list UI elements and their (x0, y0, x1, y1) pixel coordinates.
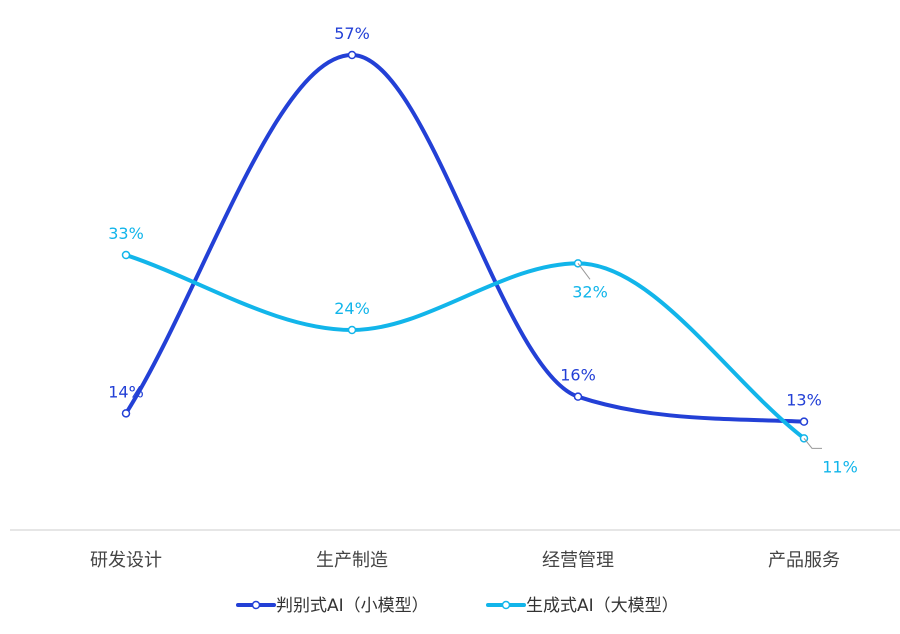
legend-label: 判别式AI（小模型） (276, 596, 429, 616)
data-label: 57% (334, 24, 370, 43)
series-1-point[interactable] (573, 392, 583, 401)
legend-swatch-marker (251, 600, 261, 610)
series-1-point[interactable] (121, 409, 131, 418)
series-line-1 (124, 52, 806, 424)
legend-item-2[interactable]: 生成式AI（大模型） (486, 596, 679, 616)
x-tick-label: 产品服务 (768, 550, 840, 571)
x-tick-label: 经营管理 (542, 550, 614, 571)
x-tick-label: 生产制造 (316, 550, 388, 571)
label-leader-line (803, 438, 822, 449)
series-layer (124, 52, 806, 441)
legend-item-1[interactable]: 判别式AI（小模型） (236, 596, 429, 616)
legend-label: 生成式AI（大模型） (526, 596, 679, 616)
marker-layer (121, 50, 809, 443)
label-leader-line (577, 263, 591, 280)
data-label-layer: 14% 57% 16% 13% 33% 24% 32% 11% (108, 24, 858, 476)
data-label: 11% (822, 457, 858, 476)
x-tick-label: 研发设计 (90, 550, 162, 571)
legend: 判别式AI（小模型） 生成式AI（大模型） (236, 596, 679, 616)
data-label: 16% (560, 366, 596, 385)
series-1-point[interactable] (799, 417, 809, 426)
series-2-point[interactable] (121, 250, 131, 260)
data-label: 32% (572, 282, 608, 301)
data-label: 24% (334, 299, 370, 318)
data-label: 14% (108, 382, 144, 401)
legend-swatch-marker (501, 600, 511, 610)
series-line-2 (124, 253, 806, 441)
series-1-point[interactable] (347, 50, 357, 60)
x-axis-ticks: 研发设计 生产制造 经营管理 产品服务 (90, 550, 840, 571)
data-label: 13% (786, 391, 822, 410)
series-2-point[interactable] (347, 325, 357, 335)
data-label: 33% (108, 224, 144, 243)
